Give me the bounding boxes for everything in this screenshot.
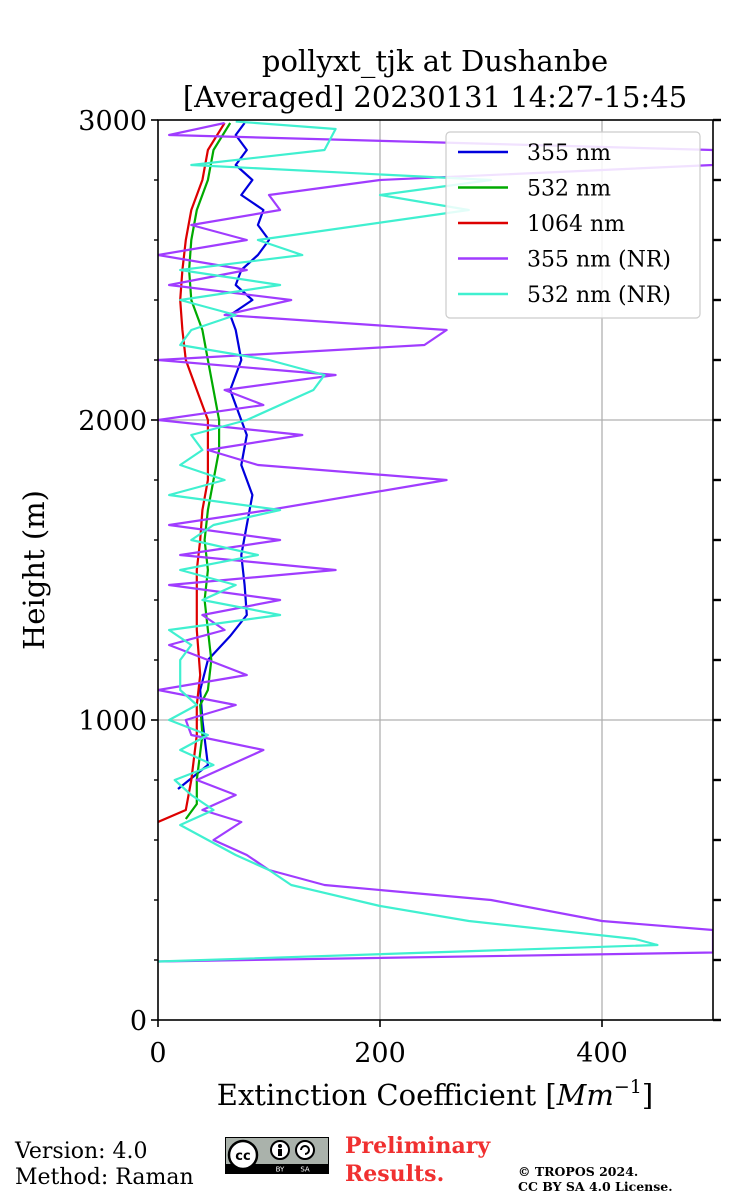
y-tick-label: 0 <box>130 1006 147 1037</box>
series-group <box>158 120 713 963</box>
version-text: Version: 4.0 <box>15 1139 148 1164</box>
chart: pollyxt_tjk at Dushanbe [Averaged] 20230… <box>17 44 721 1112</box>
legend-box <box>445 131 701 319</box>
chart-title-line1: pollyxt_tjk at Dushanbe <box>262 44 608 79</box>
legend-label: 355 nm <box>527 141 611 166</box>
sa-share-icon <box>295 1140 315 1160</box>
legend: 355 nm 532 nm 1064 nm 355 nm (NR) 532 nm (NR… <box>445 131 701 319</box>
copyright-notice: © TROPOS 2024. CC BY SA 4.0 License. <box>518 1164 673 1194</box>
y-tick-label: 2000 <box>78 406 147 437</box>
legend-label: 355 nm (NR) <box>527 248 671 273</box>
series-line-532-nm <box>184 122 232 820</box>
footer-version-method: Version: 4.0 Method: Raman <box>15 1139 194 1191</box>
legend-label: 532 nm (NR) <box>527 283 671 308</box>
svg-text:cc: cc <box>235 1149 250 1164</box>
x-tick-label: 400 <box>576 1038 628 1069</box>
series-line-355-nm <box>177 122 271 790</box>
svg-text:BY: BY <box>276 1166 285 1174</box>
plot-frame <box>157 119 714 1021</box>
method-text: Method: Raman <box>15 1165 194 1190</box>
legend-label: 532 nm <box>527 177 611 202</box>
preliminary-results-label: Preliminary Results. <box>345 1133 491 1187</box>
x-tick-label: 0 <box>149 1038 166 1069</box>
cc-icon <box>227 1139 259 1171</box>
cc-by-sa-badge: cc BY SA <box>225 1137 329 1174</box>
legend-label: 1064 nm <box>527 212 625 237</box>
x-tick-label: 200 <box>354 1038 406 1069</box>
series-line-1064-nm <box>158 122 226 824</box>
y-tick-label: 1000 <box>78 706 147 737</box>
svg-text:SA: SA <box>300 1166 310 1174</box>
y-axis-label: Height (m) <box>17 490 51 650</box>
x-axis-label: Extinction Coefficient [Mm−1] <box>217 1076 653 1112</box>
series-line-532-nm-nr- <box>158 120 659 963</box>
y-tick-label: 3000 <box>78 106 147 137</box>
chart-title-line2: [Averaged] 20230131 14:27-15:45 <box>183 80 687 114</box>
axis-ticks: 0 200 400 0 1000 2000 3000 <box>78 106 721 1069</box>
series-line-355-nm-nr- <box>158 121 713 963</box>
